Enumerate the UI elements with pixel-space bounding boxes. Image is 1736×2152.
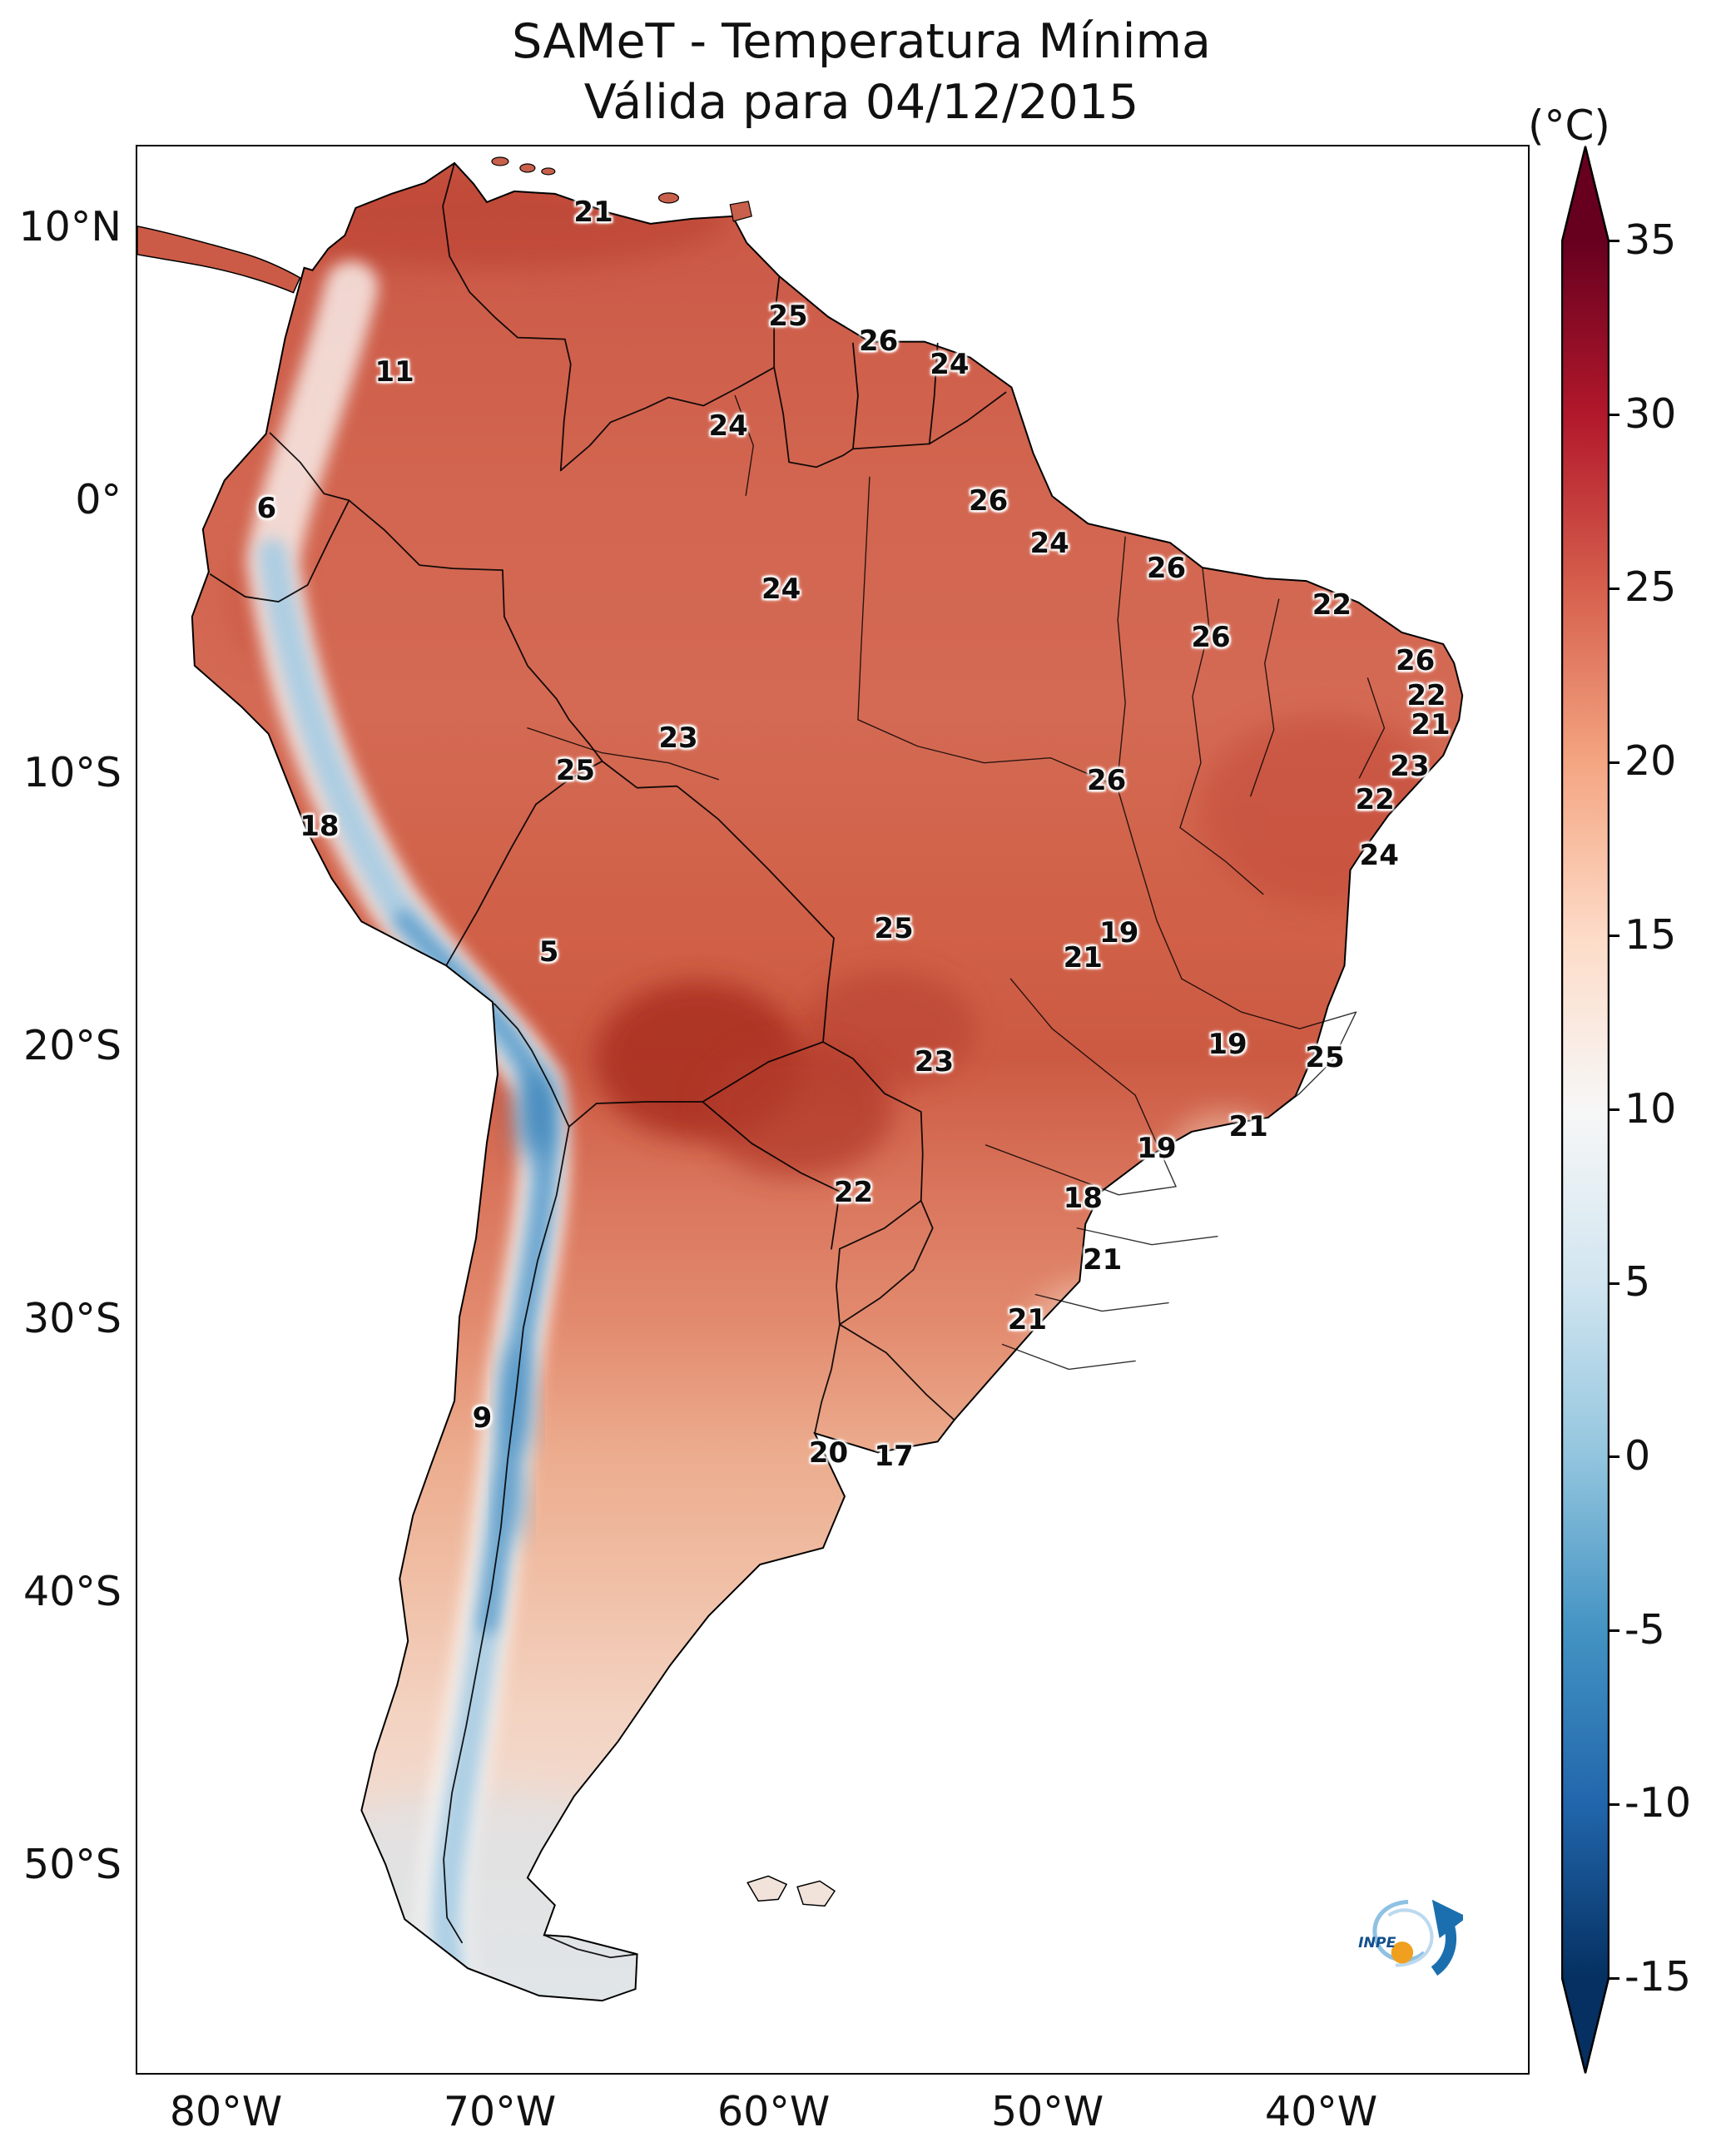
temp-label: 24 xyxy=(1029,526,1069,560)
temp-label: 24 xyxy=(708,409,748,443)
temp-label: 24 xyxy=(930,347,970,381)
lon-tick-label: 60°W xyxy=(717,2088,831,2135)
temp-label: 21 xyxy=(1083,1243,1123,1277)
logo-swirl-arc2 xyxy=(1387,1908,1434,1967)
colorbar-tick-label: -5 xyxy=(1624,1605,1665,1654)
temp-label: 21 xyxy=(1063,940,1103,974)
temp-label: 22 xyxy=(1312,588,1352,622)
temp-label: 26 xyxy=(858,324,899,358)
colorbar-tick-label: 5 xyxy=(1624,1258,1651,1307)
temp-label: 21 xyxy=(1228,1110,1268,1144)
colorbar-extend-over xyxy=(1561,145,1610,241)
temp-label: 22 xyxy=(833,1176,874,1210)
temp-label: 22 xyxy=(1406,678,1446,712)
lat-tick-label: 10°S xyxy=(23,748,122,796)
temp-label: 19 xyxy=(1099,915,1139,950)
temp-label: 25 xyxy=(874,911,914,945)
lon-tick-label: 70°W xyxy=(443,2088,557,2135)
lat-tick-label: 0° xyxy=(75,476,122,524)
temp-label: 26 xyxy=(1395,644,1436,678)
temp-label: 19 xyxy=(1137,1131,1177,1165)
colorbar-tick-label: -10 xyxy=(1624,1779,1692,1827)
title-line-1: SAMeT - Temperatura Mínima xyxy=(512,14,1211,69)
colorbar-tick-mark xyxy=(1610,1108,1619,1111)
colorbar-tick-label: 0 xyxy=(1624,1431,1651,1480)
temp-label: 18 xyxy=(300,810,340,844)
colorbar-tick-mark xyxy=(1610,1976,1619,1980)
lat-tick-label: 50°S xyxy=(23,1841,122,1889)
colorbar-tick-mark xyxy=(1610,935,1619,938)
temp-label: 20 xyxy=(808,1435,849,1470)
lat-tick-label: 40°S xyxy=(23,1567,122,1615)
temp-label: 26 xyxy=(1146,551,1187,585)
temp-label: 19 xyxy=(1208,1027,1247,1061)
colorbar-tick-mark xyxy=(1610,1629,1619,1633)
colorbar-tick-mark xyxy=(1610,1455,1619,1459)
temp-label: 25 xyxy=(1305,1040,1345,1074)
colorbar-tick-mark xyxy=(1610,761,1619,764)
colorbar-gradient xyxy=(1561,241,1610,1978)
colorbar-tick-label: 35 xyxy=(1624,216,1677,264)
lon-tick-label: 50°W xyxy=(990,2088,1104,2135)
colorbar-tick-label: 10 xyxy=(1624,1084,1677,1133)
temp-label: 26 xyxy=(1087,763,1127,797)
panama-land xyxy=(137,226,301,294)
colorbar-tick-mark xyxy=(1610,240,1619,243)
figure-title: SAMeT - Temperatura Mínima Válida para 0… xyxy=(117,12,1606,133)
colorbar-tick-mark xyxy=(1610,1282,1619,1285)
colorbar-outline xyxy=(1561,146,1610,2074)
temp-label: 24 xyxy=(761,573,801,607)
colorbar-extend-under xyxy=(1561,1978,1610,2075)
map-plot-area: 21 25 26 24 11 24 26 6 24 24 26 22 26 26 22 21 23 22 23 25 2… xyxy=(136,145,1530,2075)
temp-label: 9 xyxy=(472,1401,493,1435)
colorbar-tick-label: -15 xyxy=(1624,1953,1692,2001)
colorbar-tick-label: 15 xyxy=(1624,910,1677,959)
colorbar-tick-mark xyxy=(1610,1802,1619,1806)
temp-label: 18 xyxy=(1063,1181,1103,1215)
temp-label: 21 xyxy=(573,195,613,229)
state-borders xyxy=(527,394,1386,1371)
islands xyxy=(491,156,836,1907)
colorbar-unit-label: (°C) xyxy=(1528,102,1610,150)
lat-tick-label: 30°S xyxy=(23,1295,122,1343)
temp-label: 17 xyxy=(874,1440,914,1474)
colorbar-tick-label: 25 xyxy=(1624,563,1677,612)
lat-tick-label: 10°N xyxy=(18,202,122,250)
temp-label: 23 xyxy=(658,721,698,755)
title-line-2: Válida para 04/12/2015 xyxy=(583,74,1139,130)
lon-tick-label: 40°W xyxy=(1264,2088,1378,2135)
country-borders xyxy=(209,162,1007,1959)
temp-label: 22 xyxy=(1355,782,1395,816)
colorbar-tick-mark xyxy=(1610,414,1619,417)
logo-arrow xyxy=(1431,1899,1468,1976)
temp-label: 6 xyxy=(256,492,277,526)
colorbar-tick-mark xyxy=(1610,587,1619,590)
colorbar-tick-label: 30 xyxy=(1624,389,1677,438)
temp-label: 24 xyxy=(1359,838,1399,872)
inpe-logo: INPE xyxy=(1353,1885,1468,1986)
temp-label: 11 xyxy=(374,355,414,389)
temp-label: 5 xyxy=(538,935,559,969)
lat-tick-label: 20°S xyxy=(23,1021,122,1069)
temp-label: 25 xyxy=(555,754,596,788)
temp-label: 23 xyxy=(914,1044,955,1078)
logo-inpe-text: INPE xyxy=(1358,1935,1396,1951)
colorbar xyxy=(1561,145,1610,2075)
temp-label: 23 xyxy=(1390,750,1430,784)
south-america-temperature-map xyxy=(137,156,1464,2002)
lon-tick-label: 80°W xyxy=(169,2088,283,2135)
temperature-labels-layer: 21 25 26 24 11 24 26 6 24 24 26 22 26 26 22 21 23 22 23 25 2… xyxy=(137,146,1528,2073)
logo-orange-dot xyxy=(1391,1941,1414,1964)
temp-label: 25 xyxy=(768,299,808,333)
temp-label: 21 xyxy=(1411,707,1451,741)
temp-label: 26 xyxy=(1191,621,1231,655)
colorbar-tick-label: 20 xyxy=(1624,737,1677,786)
temp-label: 26 xyxy=(968,483,1009,518)
temp-label: 21 xyxy=(1007,1302,1048,1336)
